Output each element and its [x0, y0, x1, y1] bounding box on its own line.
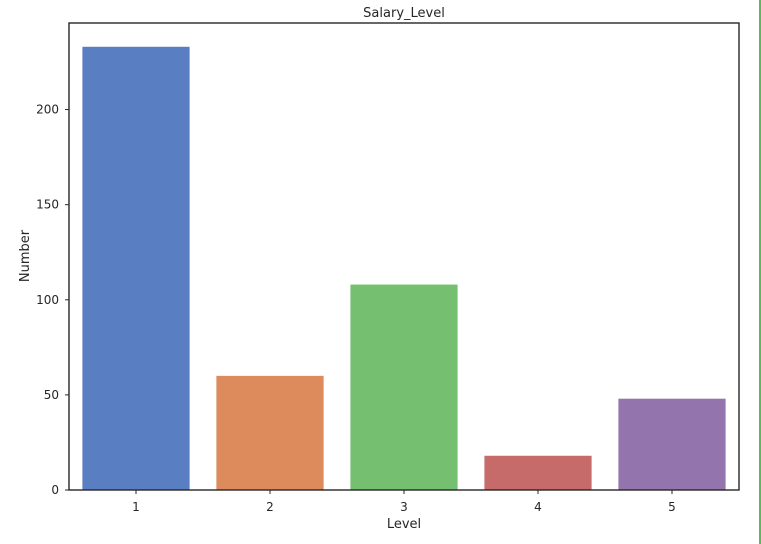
bar-level-4 — [484, 455, 592, 490]
bar-level-2 — [216, 375, 324, 490]
y-tick-label: 200 — [36, 103, 59, 117]
y-tick-label: 0 — [51, 483, 59, 497]
y-tick-label: 50 — [44, 388, 59, 402]
bar-level-5 — [618, 398, 726, 490]
x-tick-label: 4 — [534, 500, 542, 514]
right-edge-line — [759, 0, 761, 544]
y-tick-label: 150 — [36, 198, 59, 212]
x-tick-label: 2 — [266, 500, 274, 514]
bar-level-3 — [350, 284, 458, 490]
bar-level-1 — [82, 46, 190, 490]
x-tick-label: 3 — [400, 500, 408, 514]
chart-title: Salary_Level — [363, 6, 445, 21]
y-axis-ticks: 0 50 100 150 200 — [36, 103, 69, 497]
x-axis-label: Level — [387, 517, 421, 532]
x-tick-label: 5 — [668, 500, 676, 514]
x-axis-ticks: 1 2 3 4 5 — [132, 490, 676, 514]
bars-group — [82, 46, 726, 490]
y-tick-label: 100 — [36, 293, 59, 307]
x-tick-label: 1 — [132, 500, 140, 514]
y-axis-label: Number — [18, 229, 33, 282]
